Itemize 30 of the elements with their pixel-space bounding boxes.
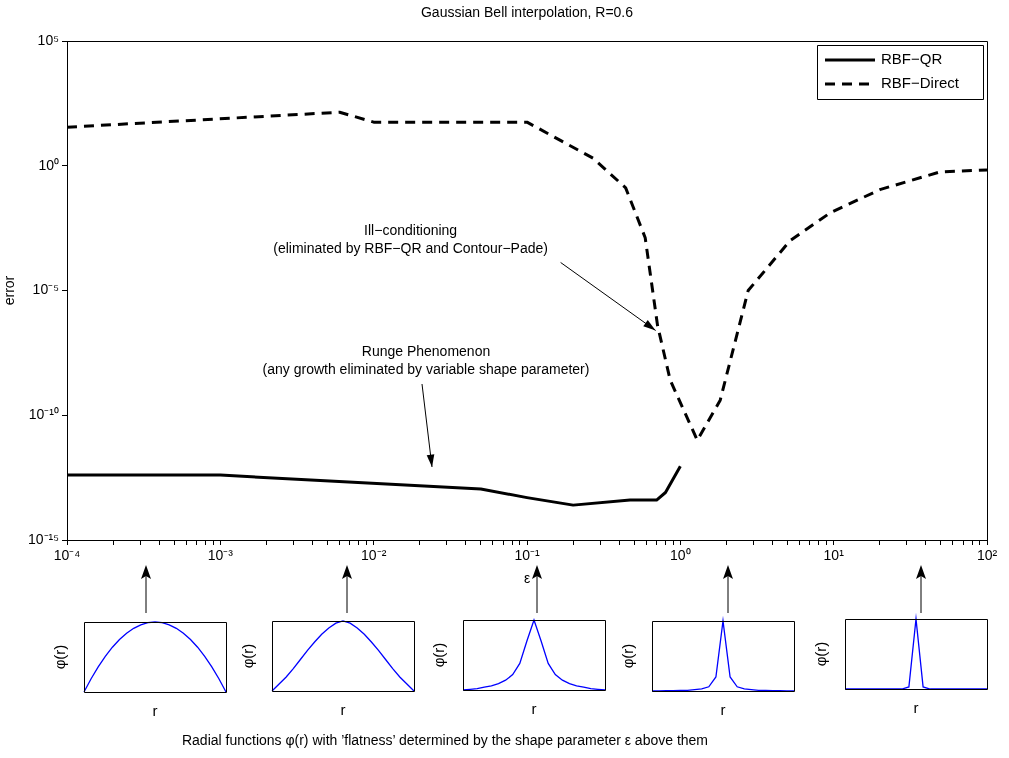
text: Radial functions φ(r) with ’flatness’ determined by the shape parameter ε above them [180, 732, 710, 748]
x-axis-title: r [913, 699, 919, 717]
x-axis-title: ε [523, 570, 531, 587]
annotation: Runge Phenomenon (any growth eliminated by variable shape parameter) [262, 342, 590, 377]
y-axis-title: φ(r) [430, 642, 448, 668]
x-tick-label: 10¹ [823, 547, 845, 564]
y-tick-label: 10⁻⁵ [32, 281, 59, 298]
x-axis-title: r [720, 701, 726, 719]
y-tick-label: 10⁵ [37, 31, 59, 48]
x-axis-title: r [531, 700, 537, 718]
chart-title: Gaussian Bell interpolation, R=0.6 [420, 3, 634, 20]
x-axis-title: r [340, 701, 346, 719]
y-tick-label: 10⁻¹⁵ [27, 530, 59, 547]
y-axis-title: φ(r) [51, 644, 69, 670]
y-axis-title: error [1, 275, 18, 306]
x-tick-label: 10⁻² [361, 547, 387, 564]
y-tick-label: 10⁰ [38, 156, 59, 173]
x-tick-label: 10⁻⁴ [53, 547, 81, 564]
y-axis-title: φ(r) [239, 643, 257, 669]
annotation: Ill−conditioning (eliminated by RBF−QR and Contour−Pade) [273, 222, 548, 257]
y-axis-title: φ(r) [619, 643, 637, 669]
y-axis-title: φ(r) [812, 641, 830, 667]
legend-label: RBF−QR [881, 50, 943, 68]
x-tick-label: 10⁰ [670, 547, 691, 564]
x-axis-title: r [152, 702, 158, 720]
legend-label: RBF−Direct [881, 74, 960, 92]
x-tick-label: 10² [976, 547, 998, 564]
x-tick-label: 10⁻³ [207, 547, 234, 564]
x-tick-label: 10⁻¹ [514, 547, 540, 564]
y-tick-label: 10⁻¹⁰ [28, 406, 59, 423]
